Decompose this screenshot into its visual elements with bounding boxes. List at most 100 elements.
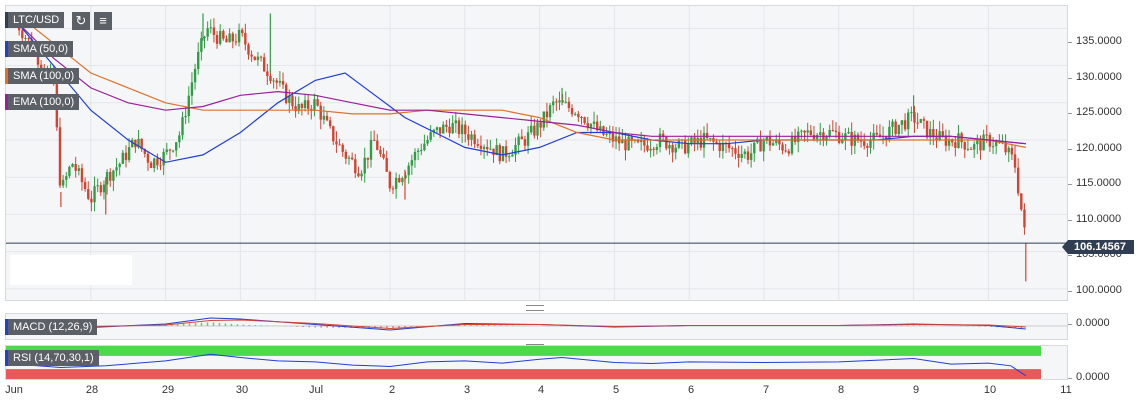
candle-body — [514, 144, 517, 155]
candle-body — [90, 198, 93, 203]
rsi-oversold-zone — [6, 369, 1041, 379]
time-tick: 8 — [837, 384, 845, 396]
candle-body — [709, 137, 712, 139]
candle-body — [504, 146, 508, 157]
candle-body — [344, 151, 348, 159]
candle-body — [567, 101, 571, 109]
candle-body — [244, 33, 247, 45]
candle-body — [250, 54, 253, 57]
candle-body — [605, 133, 608, 135]
candle-body — [614, 136, 618, 142]
candle-body — [435, 127, 439, 130]
candle-body — [530, 125, 533, 133]
candle-body — [269, 76, 272, 81]
candle-body — [775, 139, 778, 144]
candle-body — [558, 100, 561, 103]
candle-body — [856, 134, 860, 141]
candle-body — [112, 170, 115, 181]
candle-body — [574, 113, 577, 115]
candle-body — [451, 123, 454, 134]
candle-body — [228, 33, 231, 43]
candle-body — [467, 134, 470, 140]
indicator-tag-ema100[interactable]: EMA (100,0) — [5, 94, 80, 110]
candle-body — [526, 132, 530, 146]
macd-tag[interactable]: MACD (12,26,9) — [5, 319, 98, 335]
candle-body — [181, 117, 184, 136]
time-tick: 5 — [612, 384, 620, 396]
symbol-label[interactable]: LTC/USD — [5, 12, 65, 28]
candle-body — [193, 68, 197, 83]
price-chart-panel[interactable] — [5, 5, 1068, 301]
candle-body — [102, 184, 106, 193]
candle-body — [859, 140, 863, 142]
candle-body — [413, 151, 417, 161]
candle-body — [749, 153, 753, 160]
candle-body — [127, 147, 131, 161]
candle-body — [536, 122, 539, 136]
candle-body — [570, 108, 574, 115]
indicator-tag-sma100[interactable]: SMA (100,0) — [5, 68, 80, 84]
candle-body — [394, 177, 398, 189]
candle-body — [77, 168, 81, 171]
candle-body — [338, 144, 341, 146]
price-chart[interactable] — [6, 6, 1067, 300]
candle-body — [608, 132, 611, 134]
ema100-color-bar — [5, 94, 8, 110]
rsi-panel[interactable] — [5, 345, 1068, 380]
macd-panel[interactable] — [5, 313, 1068, 340]
candle-body — [168, 149, 172, 151]
candle-body — [982, 134, 985, 151]
candle-body — [787, 151, 791, 154]
candle-body — [366, 157, 370, 160]
candle-body — [552, 101, 555, 106]
candle-body — [407, 165, 410, 176]
candle-body — [36, 51, 40, 65]
price-tick: 135.0000 — [1068, 35, 1122, 47]
candle-body — [99, 185, 103, 193]
candle-body — [388, 171, 392, 189]
candle-body — [932, 128, 935, 138]
candle-body — [511, 154, 514, 157]
candle-body — [105, 171, 109, 185]
candle-body — [420, 150, 423, 152]
candle-body — [445, 124, 448, 127]
candle-body — [118, 163, 121, 168]
candle-body — [354, 159, 357, 174]
price-scale[interactable]: 135.0000 130.0000 125.0000 120.0000 115.… — [1067, 0, 1148, 300]
candle-body — [262, 57, 266, 72]
rsi-scale-tick: 0.0000 — [1068, 371, 1110, 383]
candle-body — [621, 139, 624, 144]
candle-body — [234, 41, 238, 43]
candle-body — [652, 148, 655, 150]
macd-label: MACD (12,26,9) — [13, 321, 93, 333]
candle-body — [1023, 209, 1026, 228]
candle-body — [486, 146, 489, 150]
candle-body — [341, 144, 344, 152]
candle-body — [583, 117, 586, 124]
candle-body — [24, 37, 27, 39]
time-tick: 11 — [1060, 384, 1072, 396]
candle-body — [963, 142, 966, 150]
chart-type-icon[interactable]: ≡ — [94, 12, 112, 30]
resize-handle-macd[interactable] — [526, 305, 544, 311]
candle-body — [363, 157, 366, 174]
candle-body — [894, 121, 897, 135]
candle-body — [65, 176, 68, 180]
candle-body — [369, 139, 373, 160]
candle-body — [39, 64, 43, 69]
indicator-label: SMA (50,0) — [13, 43, 69, 55]
candle-body — [586, 123, 589, 128]
candle-body — [162, 151, 165, 166]
indicator-tag-sma50[interactable]: SMA (50,0) — [5, 41, 74, 57]
refresh-icon[interactable]: ↻ — [72, 12, 90, 30]
candle-body — [149, 162, 153, 169]
candle-body — [153, 158, 156, 169]
time-axis[interactable]: Jun 28 29 30 Jul 2 3 4 5 6 7 8 9 10 11 — [0, 384, 1148, 404]
series-line-sma-50-0- — [15, 20, 1026, 163]
candle-body — [278, 80, 282, 83]
candle-body — [291, 95, 294, 107]
rsi-tag[interactable]: RSI (14,70,30,1) — [5, 350, 99, 366]
candle-body — [442, 124, 445, 134]
time-tick: Jun — [5, 384, 23, 396]
candle-body — [630, 136, 633, 142]
